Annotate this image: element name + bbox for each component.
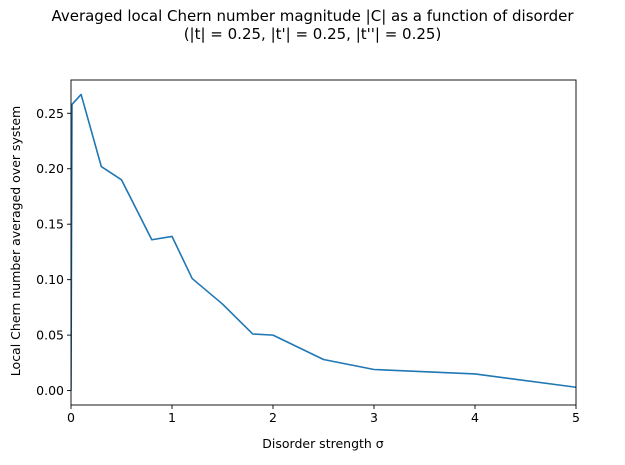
y-tick-label: 0.15 (36, 217, 64, 232)
plot-frame (70, 79, 577, 406)
x-tick-label: 3 (370, 410, 378, 425)
y-tick-label: 0.00 (36, 383, 64, 398)
x-tick-label: 2 (269, 410, 277, 425)
y-tick-label: 0.20 (36, 161, 64, 176)
x-tick-label: 4 (471, 410, 479, 425)
plot-area (71, 93, 576, 391)
x-tick-label: 0 (67, 410, 75, 425)
series-line-0 (71, 93, 576, 391)
x-axis-label: Disorder strength σ (262, 436, 384, 451)
chart-title: Averaged local Chern number magnitude |C… (51, 7, 574, 25)
y-tick-label: 0.25 (36, 106, 64, 121)
chart-subtitle: (|t| = 0.25, |t'| = 0.25, |t''| = 0.25) (183, 25, 442, 43)
x-tick-label: 1 (168, 410, 176, 425)
x-tick-label: 5 (572, 410, 580, 425)
y-tick-label: 0.10 (36, 272, 64, 287)
axes: 0 1 2 3 4 5 0.00 0.05 0.10 0.15 0.20 0.25 (36, 79, 580, 425)
y-axis-label: Local Chern number averaged over system (8, 106, 23, 376)
y-tick-label: 0.05 (36, 328, 64, 343)
